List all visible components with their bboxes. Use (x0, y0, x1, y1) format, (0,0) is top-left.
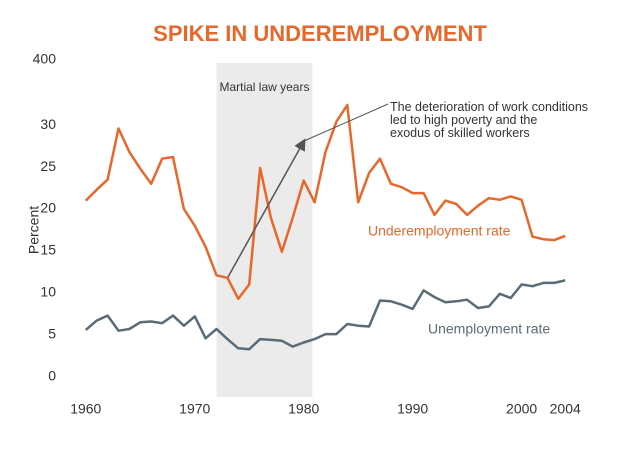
series-label: Underemployment rate (368, 223, 511, 239)
series-label: Unemployment rate (428, 321, 550, 337)
x-tick-label: 1960 (70, 401, 101, 417)
y-axis-top-label: 400 (33, 51, 57, 67)
y-tick-label: 15 (40, 242, 56, 258)
y-tick-label: 20 (40, 200, 56, 216)
annotation: The deterioration of work conditions led … (390, 100, 588, 140)
chart-title: SPIKE IN UNDEREMPLOYMENT (153, 21, 487, 46)
x-tick-label: 1970 (179, 401, 210, 417)
series-line (84, 103, 566, 301)
x-tick-label: 1990 (397, 401, 428, 417)
annotation-arrow (227, 138, 306, 278)
x-tick-label: 1980 (288, 401, 319, 417)
y-axis-label: Percent (26, 206, 42, 254)
x-tick-label: 2004 (550, 401, 581, 417)
shaded-span-label: Martial law years (219, 80, 309, 94)
y-tick-label: 30 (40, 116, 56, 132)
annotation-line: led to high poverty and the (390, 113, 537, 127)
x-tick-label: 2000 (506, 401, 537, 417)
y-tick-label: 10 (40, 284, 56, 300)
y-tick-label: 0 (48, 368, 56, 384)
annotation-line: The deterioration of work conditions (390, 100, 588, 114)
y-tick-label: 5 (48, 326, 56, 342)
y-tick-label: 25 (40, 158, 56, 174)
annotation-leader (303, 103, 389, 142)
shaded-span (216, 63, 313, 397)
series-line (84, 279, 566, 351)
annotation-line: exodus of skilled workers (390, 126, 530, 140)
